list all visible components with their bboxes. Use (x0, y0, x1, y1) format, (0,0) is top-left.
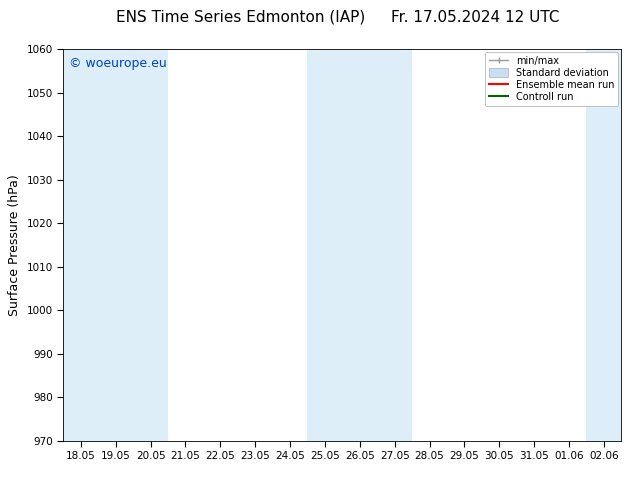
Bar (63, 49, 168, 441)
Text: ENS Time Series Edmonton (IAP): ENS Time Series Edmonton (IAP) (116, 10, 366, 25)
Legend: min/max, Standard deviation, Ensemble mean run, Controll run: min/max, Standard deviation, Ensemble me… (485, 52, 618, 105)
Bar (586, 49, 621, 441)
Bar (307, 49, 412, 441)
Text: © woeurope.eu: © woeurope.eu (69, 57, 167, 70)
Y-axis label: Surface Pressure (hPa): Surface Pressure (hPa) (8, 174, 21, 316)
Text: Fr. 17.05.2024 12 UTC: Fr. 17.05.2024 12 UTC (391, 10, 560, 25)
